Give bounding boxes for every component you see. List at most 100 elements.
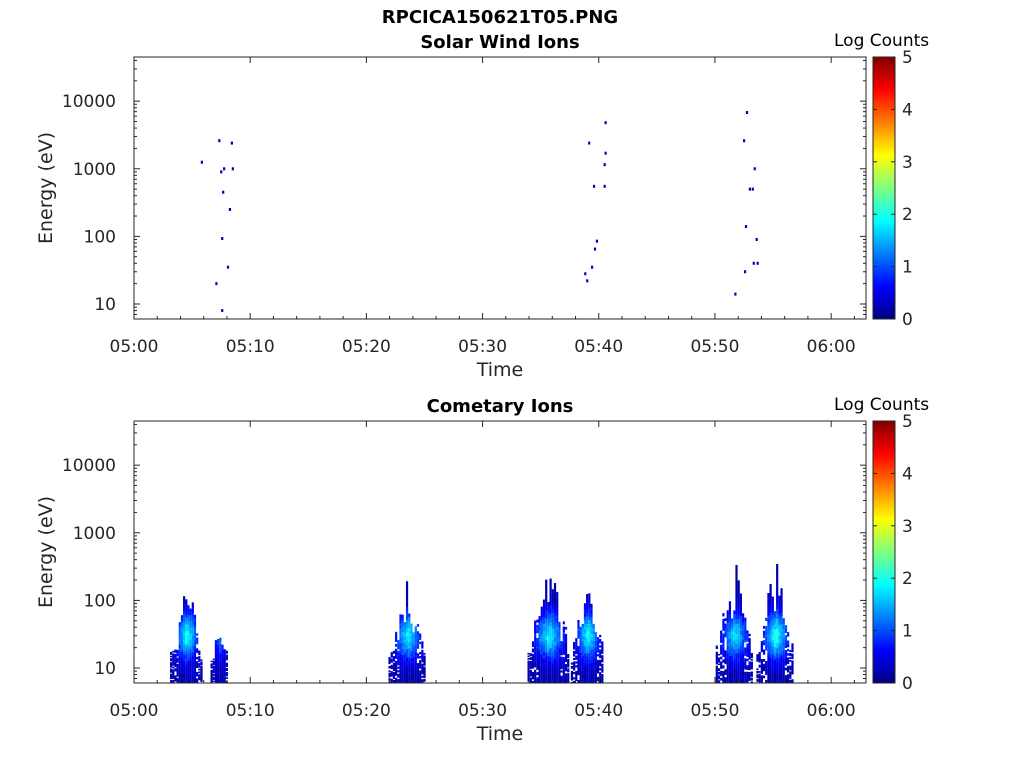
- data-cell: [416, 667, 420, 671]
- data-cell: [594, 672, 597, 675]
- data-cell: [185, 627, 188, 631]
- data-cell: [735, 623, 738, 630]
- data-cell: [558, 669, 561, 673]
- data-cell: [414, 654, 417, 658]
- data-cell: [170, 664, 173, 667]
- data-cell: [536, 651, 539, 655]
- data-cell: [553, 599, 557, 605]
- data-cell: [221, 660, 224, 663]
- data-cell: [193, 620, 197, 624]
- data-cell: [542, 672, 546, 677]
- data-cell: [601, 648, 604, 651]
- data-cell: [590, 653, 593, 657]
- data-cell: [778, 657, 781, 662]
- data-cell: [590, 603, 593, 608]
- data-cell: [414, 626, 417, 630]
- data-cell: [189, 673, 192, 677]
- data-cell: [586, 619, 589, 624]
- data-cell: [746, 678, 749, 681]
- data-cell: [423, 655, 426, 658]
- data-cell: [210, 663, 213, 665]
- data-cell: [746, 667, 749, 670]
- data-cell: [395, 656, 398, 659]
- data-cell: [553, 595, 557, 601]
- data-cell: [771, 675, 774, 680]
- data-cell: [170, 668, 173, 671]
- data-cell: [720, 673, 723, 676]
- data-cell: [771, 600, 774, 605]
- data-cell: [399, 614, 402, 618]
- data-cell: [735, 662, 738, 669]
- data-cell: [410, 662, 413, 666]
- data-cell: [193, 626, 197, 630]
- data-cell: [527, 661, 530, 664]
- data-cell: [746, 665, 749, 668]
- data-cell: [180, 623, 184, 627]
- data-cell: [416, 675, 420, 679]
- data-cell: [750, 654, 753, 656]
- data-cell: [540, 609, 543, 614]
- data-cell: [765, 639, 768, 643]
- data-cell: [545, 583, 548, 589]
- data-cell: [534, 641, 537, 645]
- data-cell: [196, 641, 199, 645]
- data-cell: [737, 644, 740, 649]
- data-cell: [395, 677, 398, 681]
- data-cell: [767, 600, 770, 605]
- data-cell: [782, 631, 785, 635]
- data-cell: [778, 624, 781, 629]
- data-cell: [737, 601, 740, 607]
- data-cell: [547, 632, 550, 636]
- data-cell: [773, 658, 777, 663]
- data-cell: [586, 675, 589, 680]
- data-cell: [553, 657, 557, 663]
- data-cell: [542, 609, 546, 614]
- data-cell: [590, 662, 593, 667]
- data-cell: [739, 604, 742, 609]
- data-cell: [791, 672, 794, 675]
- data-cell: [573, 642, 576, 645]
- data-cell: [221, 665, 224, 668]
- data-cell: [717, 681, 721, 683]
- data-cell: [196, 648, 199, 651]
- data-cell: [403, 669, 406, 673]
- data-cell: [778, 631, 781, 636]
- data-cell: [577, 620, 580, 624]
- data-cell: [196, 678, 199, 681]
- data-cell: [577, 656, 580, 660]
- data-cell: [583, 672, 587, 677]
- data-cell: [219, 676, 222, 680]
- data-cell: [414, 680, 417, 683]
- data-cell: [416, 653, 420, 657]
- y-tick-label: 1000: [73, 160, 116, 180]
- data-cell: [221, 652, 224, 655]
- data-cell: [737, 605, 740, 611]
- data-cell: [538, 632, 541, 636]
- data-cell: [722, 676, 725, 681]
- data-cell: [744, 671, 747, 675]
- data-cell: [534, 623, 537, 627]
- data-cell: [200, 680, 203, 682]
- data-cell: [556, 648, 559, 653]
- x-tick-label: 05:30: [458, 337, 507, 357]
- data-cell: [760, 642, 763, 645]
- data-cell: [416, 633, 420, 637]
- data-cell: [221, 679, 224, 682]
- data-cell: [715, 662, 718, 665]
- data-cell: [731, 653, 734, 657]
- data-cell: [588, 630, 591, 635]
- data-cell: [223, 672, 226, 675]
- data-cell: [556, 641, 559, 646]
- data-cell: [750, 681, 753, 683]
- data-cell: [185, 599, 188, 604]
- data-cell: [720, 670, 723, 674]
- data-cell: [724, 677, 727, 681]
- data-cell: [558, 675, 561, 678]
- data-cell: [744, 666, 747, 670]
- data-cell: [536, 645, 539, 649]
- data-cell: [551, 596, 554, 602]
- data-cell: [529, 681, 532, 683]
- data-cell: [573, 668, 576, 671]
- data-cell: [737, 614, 740, 620]
- data-cell: [773, 652, 777, 657]
